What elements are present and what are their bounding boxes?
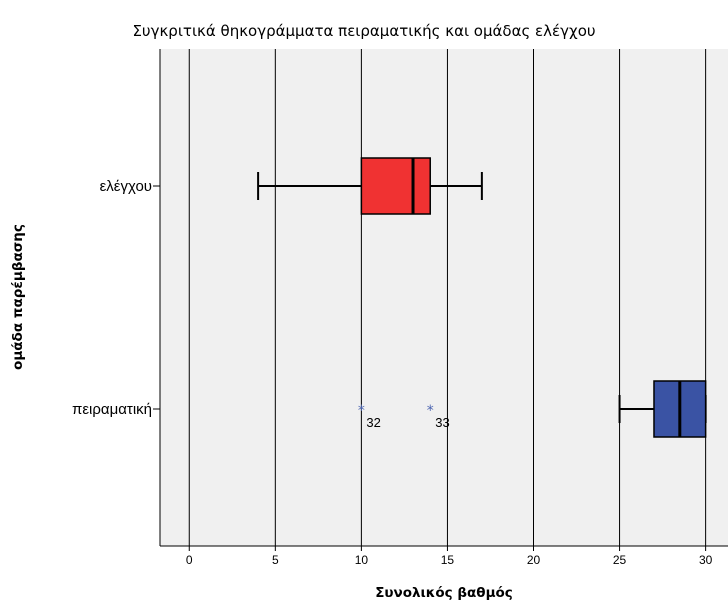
box-0 <box>257 157 483 215</box>
x-axis-title: Συνολικός βαθμός <box>375 585 513 601</box>
outlier-label-1-1: 33 <box>435 415 449 430</box>
x-tick-label-25: 25 <box>613 553 627 567</box>
chart-title: Συγκριτικά θηκογράμματα πειραματικής και… <box>132 22 595 40</box>
gridlines <box>188 49 707 546</box>
outliers-layer: *32*33 <box>358 403 450 430</box>
boxes-layer <box>257 157 707 438</box>
x-ticks: 0 5 10 15 20 25 30 <box>186 546 713 567</box>
y-ticks: ελέγχου πειραματική <box>72 178 160 418</box>
x-tick-label-5: 5 <box>272 553 279 567</box>
x-tick-label-15: 15 <box>441 553 455 567</box>
plot-background <box>160 49 728 546</box>
x-tick-label-10: 10 <box>355 553 369 567</box>
y-category-label-1: πειραματική <box>72 401 152 418</box>
outlier-point-1-0: * <box>358 403 365 419</box>
box-rect-0 <box>360 157 431 215</box>
x-tick-label-0: 0 <box>186 553 193 567</box>
x-tick-label-20: 20 <box>527 553 541 567</box>
x-tick-label-30: 30 <box>699 553 713 567</box>
outlier-label-1-0: 32 <box>366 415 380 430</box>
y-axis-title: ομάδα παρέμβασης <box>10 224 26 370</box>
y-category-label-0: ελέγχου <box>100 178 152 195</box>
box-1 <box>618 380 707 438</box>
outlier-point-1-1: * <box>427 403 434 419</box>
